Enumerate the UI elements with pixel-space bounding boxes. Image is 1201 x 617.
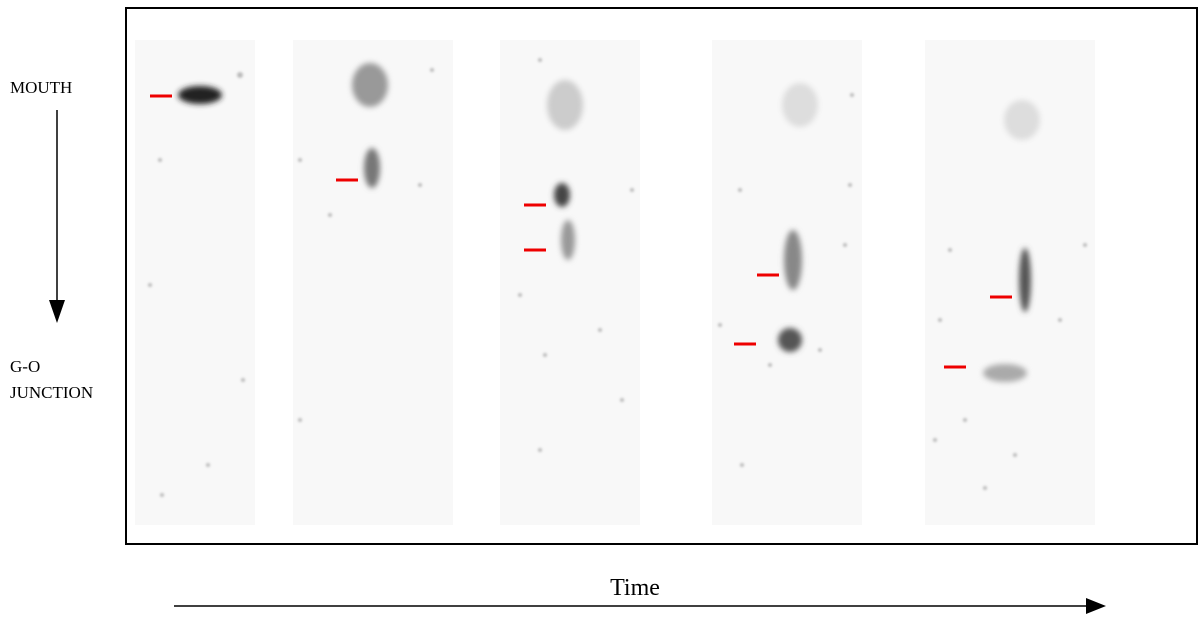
junction-label-2: JUNCTION [10,383,94,402]
bolus-markers [150,94,1012,369]
vertical-arrow [49,110,65,323]
mouth-label: MOUTH [10,78,73,97]
activity-blobs [178,63,1040,382]
time-label: Time [537,575,733,602]
time-arrow [174,598,1106,614]
speckles [148,58,1087,497]
junction-label-1: G-O [10,357,41,376]
